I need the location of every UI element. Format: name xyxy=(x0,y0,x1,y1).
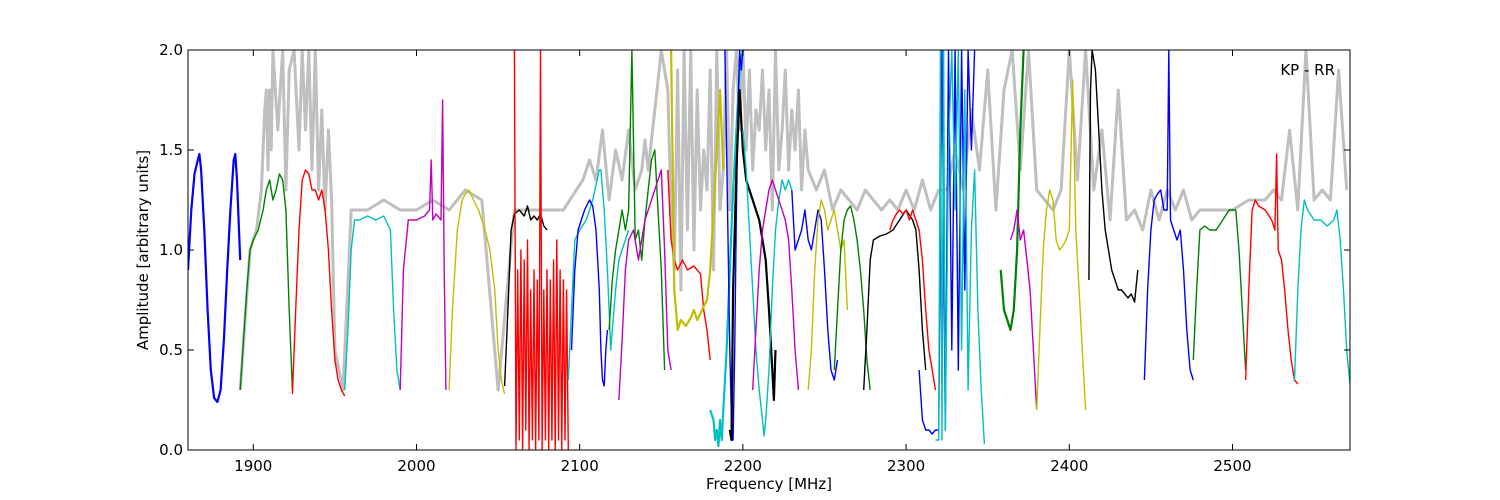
series-line-32 xyxy=(1192,209,1247,371)
x-tick-label: 2500 xyxy=(1213,457,1251,475)
series-line-23 xyxy=(863,209,927,391)
series-line-31 xyxy=(1143,50,1194,381)
series-line-11 xyxy=(608,50,666,371)
series-line-1 xyxy=(188,152,242,404)
series-line-3 xyxy=(291,169,346,397)
background-envelope-layer xyxy=(238,50,1349,392)
series-line-6 xyxy=(448,189,506,395)
y-axis-ticks: 0.0 0.5 1.0 1.5 2.0 xyxy=(159,41,1350,459)
x-tick-label: 2100 xyxy=(561,457,599,475)
y-tick-label: 0.5 xyxy=(159,341,183,359)
series-line-4 xyxy=(344,215,401,391)
x-axis-ticks: 1900 2000 2100 2200 2300 2400 2500 xyxy=(234,50,1252,475)
series-line-28 xyxy=(1009,209,1038,411)
series-line-18 xyxy=(742,129,793,437)
series-line-9 xyxy=(567,169,630,381)
y-tick-label: 1.0 xyxy=(159,241,183,259)
series-line-33 xyxy=(1244,153,1299,385)
series-line-15 xyxy=(709,50,744,448)
x-tick-label: 1900 xyxy=(234,457,272,475)
x-tick-label: 2000 xyxy=(397,457,435,475)
series-line-5 xyxy=(399,99,447,391)
series-line-10 xyxy=(570,199,609,387)
x-tick-label: 2200 xyxy=(724,457,762,475)
series-line-19 xyxy=(752,179,800,391)
x-axis-label: Frequency [MHz] xyxy=(706,475,832,493)
series-line-16 xyxy=(724,50,744,441)
series-line-14 xyxy=(670,50,725,332)
series-line-26 xyxy=(935,50,986,445)
x-tick-label: 2400 xyxy=(1050,457,1088,475)
series-line-24 xyxy=(889,209,937,391)
series-line-30 xyxy=(1088,50,1139,303)
y-axis-label: Amplitude [arbitrary units] xyxy=(134,150,152,350)
series-line-8 xyxy=(513,50,569,450)
series-line-34 xyxy=(1293,199,1350,385)
series-line-2 xyxy=(239,173,294,391)
series-layer xyxy=(188,50,1350,450)
series-line-27 xyxy=(999,50,1025,332)
series-line-22 xyxy=(833,205,871,391)
y-tick-label: 2.0 xyxy=(159,41,183,59)
series-line-12 xyxy=(618,169,672,401)
series-line-20 xyxy=(791,189,839,381)
chart-annotation: KP - RR xyxy=(1280,61,1335,79)
x-tick-label: 2300 xyxy=(887,457,925,475)
background-envelope-line xyxy=(238,50,1349,392)
y-tick-label: 0.0 xyxy=(159,441,183,459)
y-tick-label: 1.5 xyxy=(159,141,183,159)
series-line-29 xyxy=(1036,79,1087,411)
